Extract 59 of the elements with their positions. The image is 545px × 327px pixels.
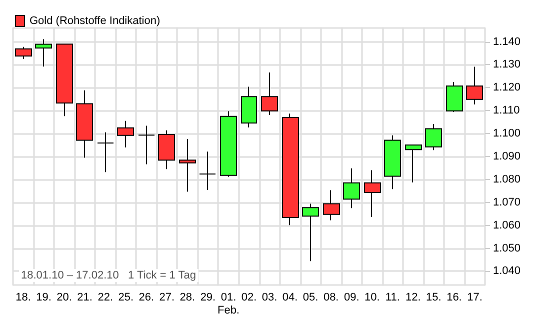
candlestick [384, 134, 401, 190]
candlestick [343, 168, 360, 209]
candlestick [15, 46, 32, 60]
y-tick-label: 1.080 [493, 173, 521, 186]
candlestick [199, 151, 216, 190]
candlestick [76, 90, 93, 158]
y-tick-label: 1.070 [493, 196, 521, 208]
candlestick [117, 120, 134, 148]
candlestick [261, 72, 278, 116]
candlestick [446, 82, 463, 112]
x-tick-label: 20. [56, 292, 72, 304]
x-tick-label: 10. [364, 292, 380, 304]
x-tick-label: 28. [180, 292, 196, 304]
y-tick-label: 1.040 [493, 265, 521, 278]
annotation: 18.01.10 – 17.02.10 1 Tick = 1 Tag [21, 270, 196, 282]
candlestick [466, 66, 483, 105]
x-tick-label: 04. [282, 292, 298, 304]
candlestick [179, 138, 196, 192]
candlestick [35, 38, 52, 68]
candlestick [364, 170, 381, 218]
x-tick-label: 27. [159, 292, 175, 304]
y-tick-label: 1.130 [493, 58, 521, 71]
x-tick-label: 19. [36, 292, 52, 304]
x-tick-label: 22. [98, 292, 113, 304]
y-tick-label: 1.090 [493, 150, 521, 162]
x-tick-label: 02. [241, 292, 257, 304]
candlestick [302, 203, 319, 262]
x-tick-label: 26. [138, 292, 154, 304]
y-tick-label: 1.110 [493, 104, 520, 117]
x-tick-label: 25. [118, 292, 134, 304]
x-tick-label: 15. [426, 292, 442, 304]
y-tick-label: 1.140 [493, 36, 521, 48]
candlestick [282, 113, 299, 226]
y-tick-label: 1.120 [493, 82, 521, 94]
x-tick-label: 01. Feb. [217, 292, 240, 316]
candlestick [323, 190, 340, 221]
candlestick [425, 124, 442, 151]
x-tick-label: 08. [323, 292, 339, 304]
x-tick-label: 29. [200, 292, 216, 304]
x-tick-label: 09. [344, 292, 360, 304]
y-tick-label: 1.100 [493, 128, 521, 140]
x-tick-label: 17. [467, 292, 482, 304]
x-tick-label: 12. [406, 292, 421, 304]
candlestick [56, 44, 73, 117]
candlestick [97, 132, 114, 173]
x-tick-label: 03. [262, 292, 278, 304]
candlestick [158, 130, 175, 170]
y-tick-label: 1.050 [493, 242, 521, 254]
candlestick [220, 110, 237, 178]
candlestick [241, 86, 257, 128]
x-tick-label: 18. [16, 292, 31, 304]
legend-label: Gold (Rohstoffe Indikation) [30, 15, 160, 27]
x-tick-label: 21. [77, 292, 92, 304]
x-tick-label: 11. [385, 292, 400, 304]
x-tick-label: 16. [446, 292, 462, 304]
x-tick-label: 05. [302, 292, 318, 304]
candlestick [405, 144, 422, 183]
y-tick-label: 1.060 [493, 219, 521, 232]
candlestick [138, 125, 155, 165]
